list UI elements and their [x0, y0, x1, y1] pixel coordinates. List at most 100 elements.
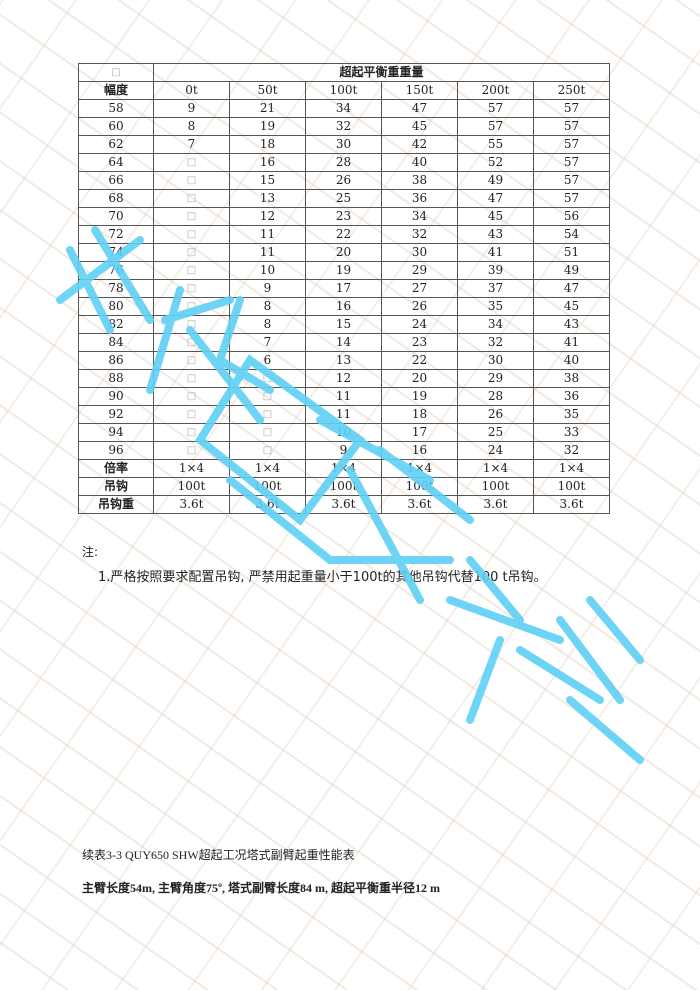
- table-cell: □: [153, 423, 230, 442]
- table-cell: 1×4: [381, 459, 458, 478]
- table-cell: 17: [305, 279, 382, 298]
- row-label: 68: [78, 189, 154, 208]
- table-cell: 100t: [229, 477, 306, 496]
- table-cell: 22: [381, 351, 458, 370]
- table-row: 66 □ 15 26 38 49 57: [78, 171, 610, 190]
- table-cell: 13: [229, 189, 306, 208]
- table-row: 倍率 1×4 1×4 1×4 1×4 1×4 1×4: [78, 459, 610, 478]
- table-cell: 49: [457, 171, 534, 190]
- table-cell: 10: [229, 261, 306, 280]
- table-row: 84 □ 7 14 23 32 41: [78, 333, 610, 352]
- table-cell: 11: [229, 243, 306, 262]
- table-cell: 57: [533, 117, 610, 136]
- table-cell: 40: [533, 351, 610, 370]
- table-cell: □: [153, 297, 230, 316]
- table-cell: 24: [457, 441, 534, 460]
- table-cell: 52: [457, 153, 534, 172]
- table-row: 92 □ □ 11 18 26 35: [78, 405, 610, 424]
- row-label: 96: [78, 441, 154, 460]
- table-row: 94 □ □ 10 17 25 33: [78, 423, 610, 442]
- row-label: 72: [78, 225, 154, 244]
- table-cell: 47: [533, 279, 610, 298]
- table-cell: 1×4: [305, 459, 382, 478]
- table-cell: □: [153, 279, 230, 298]
- corner-cell: □: [78, 63, 154, 82]
- table-cell: 100t: [305, 477, 382, 496]
- table-cell: 34: [457, 315, 534, 334]
- table-cell: 25: [305, 189, 382, 208]
- table-cell: 36: [533, 387, 610, 406]
- table-cell: 1×4: [229, 459, 306, 478]
- row-label: 78: [78, 279, 154, 298]
- row-label: 76: [78, 261, 154, 280]
- column-header: 50t: [229, 81, 306, 100]
- table-cell: 30: [381, 243, 458, 262]
- column-header: 100t: [305, 81, 382, 100]
- row-label: 66: [78, 171, 154, 190]
- table-cell: 29: [457, 369, 534, 388]
- lifting-capacity-table: □ 超起平衡重重量 幅度 0t 50t 100t 150t 200t 250t 58 9 21…: [78, 63, 610, 514]
- table-cell: 29: [381, 261, 458, 280]
- table-row: 64 □ 16 28 40 52 57: [78, 153, 610, 172]
- table-cell: 47: [381, 99, 458, 118]
- table-row: 72 □ 11 22 32 43 54: [78, 225, 610, 244]
- table-cell: □: [153, 333, 230, 352]
- table-row: 70 □ 12 23 34 45 56: [78, 207, 610, 226]
- table-row: 80 □ 8 16 26 35 45: [78, 297, 610, 316]
- table-cell: 7: [229, 333, 306, 352]
- row-label: 58: [78, 99, 154, 118]
- table-cell: 30: [457, 351, 534, 370]
- table-caption: 续表3-3 QUY650 SHW超起工况塔式副臂起重性能表: [82, 848, 355, 862]
- table-cell: 45: [381, 117, 458, 136]
- table-cell: 16: [305, 297, 382, 316]
- table-cell: 100t: [457, 477, 534, 496]
- table-cell: 38: [533, 369, 610, 388]
- notes-heading: 注:: [82, 545, 99, 559]
- row-label: 80: [78, 297, 154, 316]
- table-cell: □: [153, 207, 230, 226]
- table-cell: 30: [305, 135, 382, 154]
- group-header: 超起平衡重重量: [153, 63, 610, 82]
- table-cell: 43: [457, 225, 534, 244]
- row-label: 94: [78, 423, 154, 442]
- row-label: 84: [78, 333, 154, 352]
- table-row: 96 □ □ 9 16 24 32: [78, 441, 610, 460]
- table-cell: □: [229, 387, 306, 406]
- table-cell: 57: [533, 153, 610, 172]
- table-row: 吊钩重 3.6t 3.6t 3.6t 3.6t 3.6t 3.6t: [78, 495, 610, 514]
- table-cell: 41: [533, 333, 610, 352]
- table-cell: 100t: [153, 477, 230, 496]
- table-cell: 11: [305, 405, 382, 424]
- table-cell: 16: [229, 153, 306, 172]
- table-cell: 17: [381, 423, 458, 442]
- table-cell: 3.6t: [381, 495, 458, 514]
- table-cell: 8: [153, 117, 230, 136]
- table-cell: 1×4: [153, 459, 230, 478]
- row-header: 幅度: [78, 81, 154, 100]
- table-cell: 28: [457, 387, 534, 406]
- column-header: 250t: [533, 81, 610, 100]
- table-cell: □: [153, 315, 230, 334]
- row-label: 62: [78, 135, 154, 154]
- table-column-row: 幅度 0t 50t 100t 150t 200t 250t: [78, 81, 610, 100]
- row-label: 倍率: [78, 459, 154, 478]
- table-cell: 1×4: [457, 459, 534, 478]
- table-cell: 3.6t: [533, 495, 610, 514]
- table-cell: 56: [533, 207, 610, 226]
- table-cell: 19: [305, 261, 382, 280]
- table-cell: 57: [533, 171, 610, 190]
- table-cell: 24: [381, 315, 458, 334]
- column-header: 200t: [457, 81, 534, 100]
- table-cell: 9: [305, 441, 382, 460]
- table-cell: □: [229, 405, 306, 424]
- table-cell: 13: [305, 351, 382, 370]
- note-item: 1.严格按照要求配置吊钩, 严禁用起重量小于100t的其他吊钩代替100 t吊钩…: [98, 570, 547, 585]
- table-cell: 3.6t: [229, 495, 306, 514]
- table-cell: 11: [305, 387, 382, 406]
- row-label: 86: [78, 351, 154, 370]
- table-cell: 38: [381, 171, 458, 190]
- table-header-row: □ 超起平衡重重量: [78, 63, 610, 82]
- table-cell: 32: [457, 333, 534, 352]
- row-label: 60: [78, 117, 154, 136]
- table-cell: 43: [533, 315, 610, 334]
